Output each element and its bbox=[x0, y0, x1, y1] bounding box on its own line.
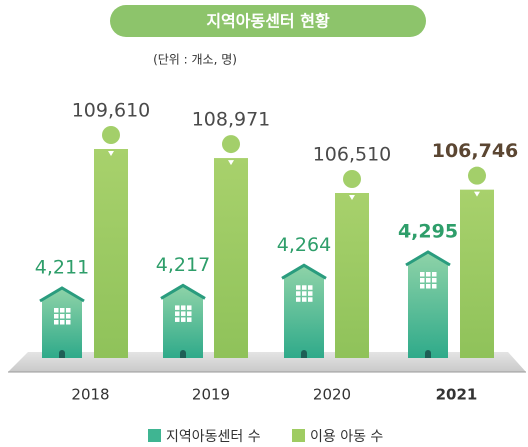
value-label: 106,746 bbox=[432, 140, 519, 162]
window bbox=[308, 297, 313, 302]
window bbox=[420, 272, 425, 277]
window bbox=[54, 308, 59, 313]
bar-pointer bbox=[349, 195, 355, 200]
bar bbox=[335, 193, 369, 358]
window bbox=[432, 284, 437, 289]
window bbox=[66, 320, 71, 325]
bar bbox=[94, 149, 128, 358]
window bbox=[432, 272, 437, 277]
value-label: 4,264 bbox=[277, 234, 331, 256]
door bbox=[301, 350, 307, 358]
legend-label: 이용 아동 수 bbox=[310, 429, 383, 445]
window bbox=[420, 284, 425, 289]
door bbox=[59, 350, 65, 358]
door bbox=[180, 350, 186, 358]
window bbox=[181, 317, 186, 322]
door bbox=[425, 350, 431, 358]
window bbox=[296, 291, 301, 296]
window bbox=[54, 320, 59, 325]
window bbox=[66, 308, 71, 313]
legend-swatch bbox=[292, 429, 305, 442]
window bbox=[60, 320, 65, 325]
window bbox=[296, 297, 301, 302]
house-roof bbox=[160, 283, 206, 300]
x-tick-label: 2019 bbox=[192, 386, 230, 404]
window bbox=[432, 278, 437, 283]
window bbox=[296, 285, 301, 290]
x-tick-label: 2020 bbox=[313, 386, 351, 404]
window bbox=[187, 317, 192, 322]
window bbox=[181, 305, 186, 310]
value-label: 4,211 bbox=[35, 257, 89, 279]
value-label: 109,610 bbox=[72, 100, 151, 122]
x-tick-label: 2018 bbox=[71, 386, 109, 404]
value-label: 4,217 bbox=[156, 254, 210, 276]
bar-pointer bbox=[108, 151, 114, 156]
x-tick-label: 2021 bbox=[436, 386, 478, 404]
bar-pointer bbox=[228, 160, 234, 166]
chart-title: 지역아동센터 현황 bbox=[206, 12, 330, 31]
window bbox=[426, 284, 431, 289]
window bbox=[302, 297, 307, 302]
title-pill bbox=[110, 5, 426, 37]
window bbox=[187, 311, 192, 316]
window bbox=[60, 314, 65, 319]
legend-label: 지역아동센터 수 bbox=[166, 429, 261, 445]
window bbox=[175, 305, 180, 310]
bar-marker bbox=[468, 166, 486, 185]
bar-marker bbox=[343, 170, 361, 188]
bar bbox=[214, 158, 248, 358]
house bbox=[284, 265, 324, 358]
bar bbox=[460, 189, 494, 358]
window bbox=[60, 308, 65, 313]
window bbox=[308, 285, 313, 290]
house-roof bbox=[405, 250, 451, 267]
house-roof bbox=[39, 286, 85, 303]
window bbox=[426, 272, 431, 277]
value-label: 4,295 bbox=[398, 221, 458, 243]
value-label: 106,510 bbox=[313, 144, 392, 166]
house-roof bbox=[281, 263, 327, 280]
window bbox=[187, 305, 192, 310]
bar-marker bbox=[102, 126, 120, 144]
window bbox=[66, 314, 71, 319]
bar-marker bbox=[222, 135, 240, 154]
window bbox=[54, 314, 59, 319]
window bbox=[302, 291, 307, 296]
window bbox=[426, 278, 431, 283]
window bbox=[308, 291, 313, 296]
bar-pointer bbox=[474, 191, 480, 197]
window bbox=[175, 311, 180, 316]
window bbox=[175, 317, 180, 322]
window bbox=[302, 285, 307, 290]
window bbox=[181, 311, 186, 316]
floor bbox=[8, 352, 526, 372]
value-label: 108,971 bbox=[192, 109, 271, 131]
window bbox=[420, 278, 425, 283]
subtitle: (단위 : 개소, 명) bbox=[153, 53, 237, 67]
legend-swatch bbox=[148, 429, 161, 442]
house bbox=[408, 252, 448, 358]
